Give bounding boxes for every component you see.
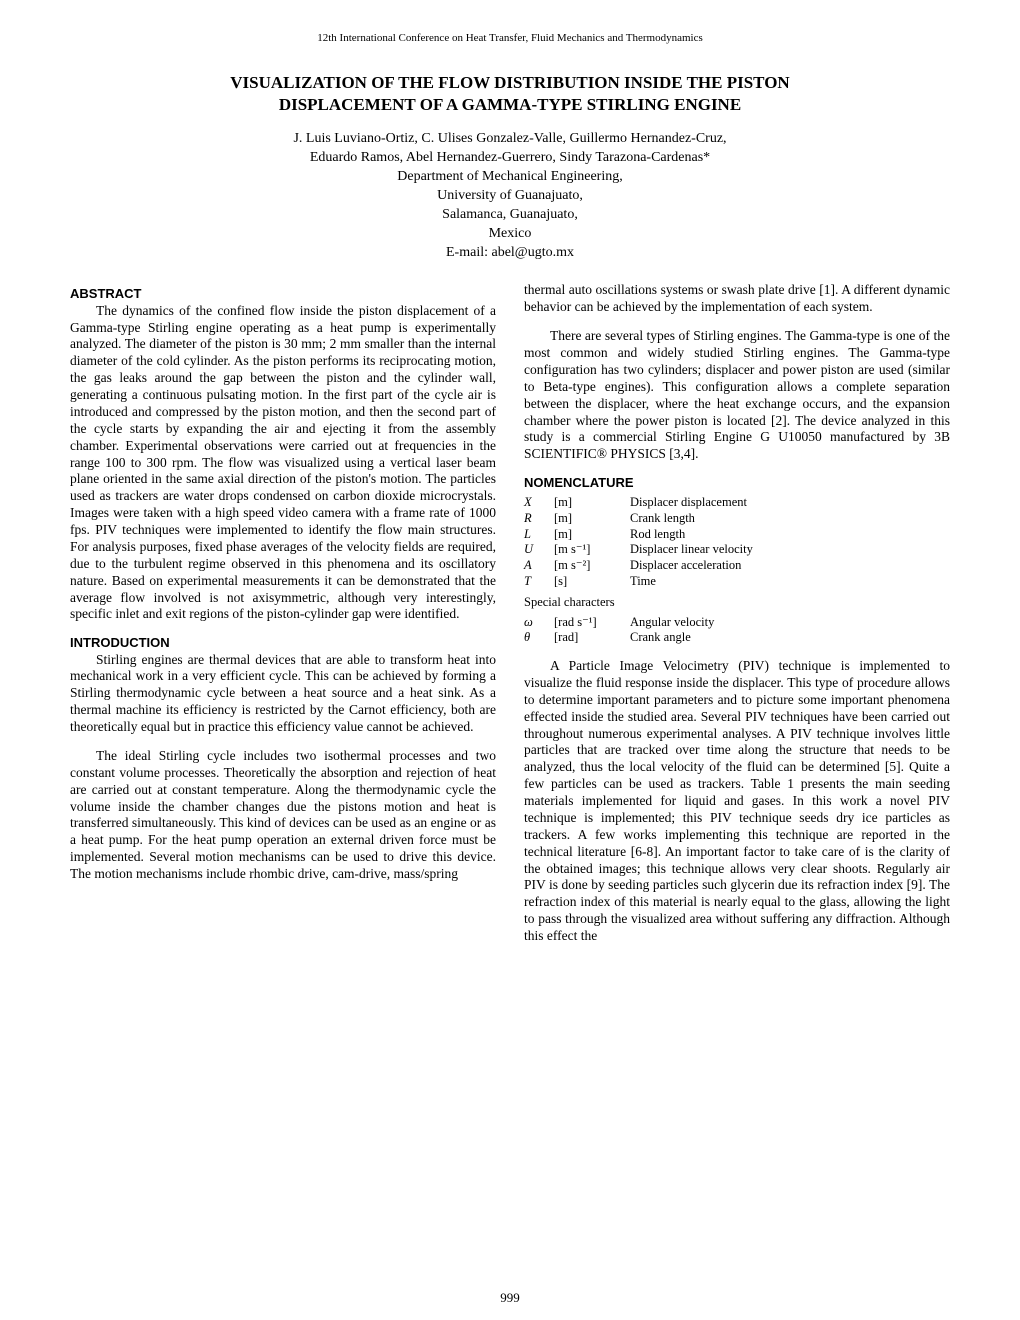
nomen-unit: [m] — [554, 511, 630, 527]
authors-block: J. Luis Luviano-Ortiz, C. Ulises Gonzale… — [70, 130, 950, 262]
table-row: U [m s⁻¹] Displacer linear velocity — [524, 542, 761, 558]
paper-title: VISUALIZATION OF THE FLOW DISTRIBUTION I… — [70, 72, 950, 116]
nomen-symbol: ω — [524, 615, 554, 631]
special-characters-heading: Special characters — [524, 595, 950, 611]
table-row: A [m s⁻²] Displacer acceleration — [524, 558, 761, 574]
table-row: T [s] Time — [524, 574, 761, 590]
nomen-desc: Displacer displacement — [630, 495, 761, 511]
nomen-unit: [m s⁻¹] — [554, 542, 630, 558]
nomen-symbol: T — [524, 574, 554, 590]
nomen-desc: Time — [630, 574, 761, 590]
special-characters-table: ω [rad s⁻¹] Angular velocity θ [rad] Cra… — [524, 615, 722, 646]
authors-line-2: Eduardo Ramos, Abel Hernandez-Guerrero, … — [310, 150, 710, 165]
right-column: thermal auto oscillations systems or swa… — [524, 282, 950, 945]
title-line-2: DISPLACEMENT OF A GAMMA-TYPE STIRLING EN… — [279, 95, 741, 114]
nomen-symbol: U — [524, 542, 554, 558]
authors-line-1: J. Luis Luviano-Ortiz, C. Ulises Gonzale… — [293, 131, 726, 146]
two-column-body: ABSTRACT The dynamics of the confined fl… — [70, 282, 950, 945]
nomen-symbol: A — [524, 558, 554, 574]
nomen-unit: [rad] — [554, 630, 630, 646]
authors-line-7: E-mail: abel@ugto.mx — [446, 245, 574, 260]
nomen-desc: Crank angle — [630, 630, 722, 646]
introduction-heading: INTRODUCTION — [70, 635, 496, 651]
nomen-desc: Angular velocity — [630, 615, 722, 631]
intro-paragraph-2: The ideal Stirling cycle includes two is… — [70, 748, 496, 883]
authors-line-4: University of Guanajuato, — [437, 188, 583, 203]
nomen-desc: Rod length — [630, 527, 761, 543]
nomen-unit: [s] — [554, 574, 630, 590]
nomen-unit: [rad s⁻¹] — [554, 615, 630, 631]
right-paragraph-2: There are several types of Stirling engi… — [524, 328, 950, 463]
table-row: X [m] Displacer displacement — [524, 495, 761, 511]
nomen-symbol: L — [524, 527, 554, 543]
table-row: R [m] Crank length — [524, 511, 761, 527]
nomen-unit: [m s⁻²] — [554, 558, 630, 574]
nomenclature-table: X [m] Displacer displacement R [m] Crank… — [524, 495, 761, 589]
authors-line-3: Department of Mechanical Engineering, — [397, 169, 622, 184]
abstract-paragraph: The dynamics of the confined flow inside… — [70, 303, 496, 624]
table-row: ω [rad s⁻¹] Angular velocity — [524, 615, 722, 631]
authors-line-6: Mexico — [489, 226, 532, 241]
right-paragraph-3: A Particle Image Velocimetry (PIV) techn… — [524, 658, 950, 945]
nomen-symbol: X — [524, 495, 554, 511]
nomen-desc: Displacer linear velocity — [630, 542, 761, 558]
nomenclature-heading: NOMENCLATURE — [524, 475, 950, 491]
conference-header: 12th International Conference on Heat Tr… — [70, 32, 950, 44]
nomen-unit: [m] — [554, 527, 630, 543]
page-number: 999 — [0, 1290, 1020, 1306]
nomen-desc: Crank length — [630, 511, 761, 527]
nomen-desc: Displacer acceleration — [630, 558, 761, 574]
table-row: θ [rad] Crank angle — [524, 630, 722, 646]
nomen-unit: [m] — [554, 495, 630, 511]
nomen-symbol: θ — [524, 630, 554, 646]
left-column: ABSTRACT The dynamics of the confined fl… — [70, 282, 496, 945]
abstract-heading: ABSTRACT — [70, 286, 496, 302]
right-paragraph-1: thermal auto oscillations systems or swa… — [524, 282, 950, 316]
title-line-1: VISUALIZATION OF THE FLOW DISTRIBUTION I… — [230, 73, 789, 92]
intro-paragraph-1: Stirling engines are thermal devices tha… — [70, 652, 496, 736]
authors-line-5: Salamanca, Guanajuato, — [442, 207, 578, 222]
table-row: L [m] Rod length — [524, 527, 761, 543]
nomen-symbol: R — [524, 511, 554, 527]
